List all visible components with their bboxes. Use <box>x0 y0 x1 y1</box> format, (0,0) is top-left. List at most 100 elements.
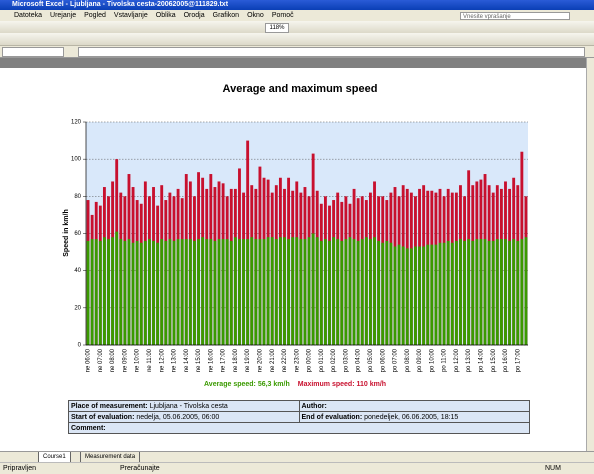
x-tick-label: ne 11:00 <box>147 348 153 372</box>
bar <box>98 240 102 345</box>
bar <box>107 239 110 345</box>
bar <box>397 244 401 345</box>
bar <box>291 237 295 345</box>
bar <box>348 237 352 345</box>
bar <box>385 240 389 345</box>
bar <box>274 239 278 345</box>
plot-area <box>86 122 528 345</box>
x-tick-label: ne 08:00 <box>110 348 116 372</box>
menu-item[interactable]: Vstavljanje <box>113 12 148 19</box>
x-tick-label: po 09:00 <box>417 348 423 372</box>
legend-entry: Maximum speed: 110 km/h <box>298 381 386 388</box>
window-title: Microsoft Excel - Ljubljana - Tivolska c… <box>12 1 229 8</box>
bar <box>479 239 483 345</box>
x-tick-label: ne 15:00 <box>196 348 202 372</box>
bar <box>319 240 323 345</box>
bar <box>270 237 274 345</box>
bar <box>86 240 90 345</box>
x-tick-label: ne 07:00 <box>98 348 104 372</box>
zoom-box[interactable]: 118% <box>265 23 289 33</box>
x-tick-label: po 14:00 <box>479 348 485 372</box>
formatting-toolbar <box>0 33 594 46</box>
x-tick-label: ne 23:00 <box>294 348 300 372</box>
title-bar: Microsoft Excel - Ljubljana - Tivolska c… <box>0 0 594 10</box>
bar <box>495 239 499 345</box>
bar <box>373 237 376 345</box>
menu-item[interactable]: Orodja <box>183 12 205 19</box>
menu-item[interactable]: Pogled <box>84 12 106 19</box>
menu-item[interactable]: Oblika <box>155 12 176 19</box>
bar <box>454 240 458 345</box>
menu-bar: Datoteka Urejanje Pogled Vstavljanje Oblika O… <box>0 10 594 21</box>
bar <box>238 239 241 345</box>
bar <box>303 239 307 345</box>
menu-item[interactable]: Datoteka <box>14 12 43 19</box>
table-cell: Place of measurement: Ljubljana - Tivols… <box>68 400 300 412</box>
bar <box>340 240 344 345</box>
bar <box>160 239 164 345</box>
bar <box>188 239 192 345</box>
bar <box>127 239 131 345</box>
legend-entry: Average speed: 56,3 km/h <box>204 381 290 388</box>
bar <box>139 242 143 345</box>
bar <box>389 242 393 345</box>
table-cell: Author: <box>298 400 530 412</box>
name-box[interactable] <box>2 47 64 57</box>
x-tick-label: po 06:00 <box>380 348 386 372</box>
x-tick-label: ne 19:00 <box>245 348 251 372</box>
bar <box>311 233 315 345</box>
bar <box>201 237 205 345</box>
x-tick-label: po 12:00 <box>454 348 460 372</box>
bar <box>184 239 188 345</box>
bar <box>180 239 184 345</box>
status-middle: Preračunajte <box>120 465 160 472</box>
bar <box>405 248 409 345</box>
y-tick-label: 40 <box>74 268 81 274</box>
sheet-tabs: Course1 Measurement data <box>0 451 594 463</box>
bar <box>446 240 450 345</box>
bar <box>450 242 454 345</box>
help-box[interactable]: Vnesite vprašanje <box>460 12 570 20</box>
menu-item[interactable]: Grafikon <box>212 12 240 19</box>
status-left: Pripravljen <box>3 465 37 472</box>
bar <box>229 240 233 345</box>
bar <box>295 237 299 345</box>
bar <box>213 240 217 345</box>
table-cell: Comment: <box>68 422 530 434</box>
table-cell: End of evaluation: ponedeljek, 06.06.200… <box>298 411 530 423</box>
bar <box>246 239 250 345</box>
cell-label: Start of evaluation: <box>71 413 135 421</box>
bar <box>377 240 381 345</box>
x-tick-label: po 07:00 <box>393 348 399 372</box>
table-row: Place of measurement: Ljubljana - Tivols… <box>68 400 530 412</box>
formula-bar <box>0 46 594 58</box>
bar <box>422 246 426 345</box>
bar <box>217 239 221 345</box>
menu-item[interactable]: Okno <box>247 12 264 19</box>
menu-item[interactable]: Urejanje <box>50 12 77 19</box>
bar <box>352 239 356 345</box>
bar <box>123 240 127 345</box>
status-right: NUM <box>545 465 561 472</box>
cell-label: Comment: <box>71 424 106 432</box>
bar <box>401 246 405 345</box>
bar <box>111 237 115 345</box>
vertical-scrollbar[interactable] <box>586 58 594 451</box>
bar <box>197 239 200 345</box>
bar <box>168 239 172 345</box>
x-tick-label: po 17:00 <box>515 348 521 372</box>
bar <box>463 240 466 345</box>
bar <box>491 240 495 345</box>
bar <box>242 239 245 345</box>
y-tick-label: 80 <box>74 194 81 200</box>
bar <box>209 239 213 345</box>
bar <box>102 237 106 345</box>
bar <box>156 242 160 345</box>
bar <box>90 239 94 345</box>
x-tick-label: po 11:00 <box>442 348 448 372</box>
bar <box>504 239 507 345</box>
bar <box>135 240 139 345</box>
x-tick-label: po 10:00 <box>429 348 435 372</box>
menu-item[interactable]: Pomoč <box>271 12 294 19</box>
formula-input[interactable] <box>78 47 585 57</box>
